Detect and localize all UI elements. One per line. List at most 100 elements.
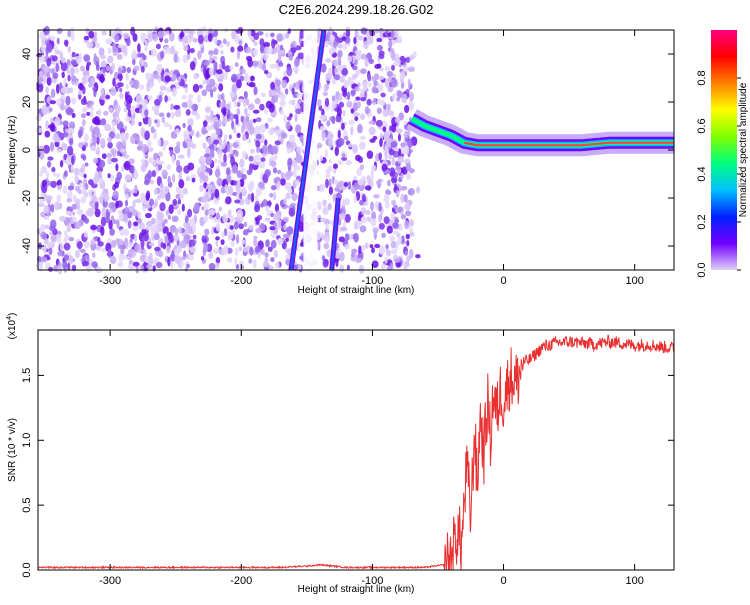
spectrogram-y-ticks: -40 -20 0 20 40 [21,48,674,254]
noise-speckle [127,241,133,248]
noise-speckle [272,191,277,201]
noise-speckle [216,69,223,75]
noise-speckle [403,131,409,139]
noise-speckle [325,171,331,179]
noise-speckle [376,45,383,51]
noise-speckle [107,173,111,179]
noise-speckle [168,204,174,215]
noise-speckle [405,260,410,266]
noise-speckle [83,35,90,41]
noise-speckle [80,196,87,204]
noise-speckle [359,164,364,171]
noise-speckle [100,137,106,147]
noise-speckle [43,144,50,154]
noise-speckle [357,82,361,88]
noise-speckle [80,65,85,72]
noise-speckle [372,97,377,103]
noise-speckle [222,38,227,45]
noise-speckle [108,131,116,140]
noise-speckle [285,31,290,39]
noise-speckle [214,188,220,199]
noise-speckle [274,94,279,102]
noise-speckle [292,264,299,272]
noise-speckle [280,109,284,116]
noise-speckle [350,108,355,114]
noise-speckle [187,124,192,132]
noise-speckle [68,237,75,242]
noise-speckle [277,61,284,67]
noise-speckle [189,246,197,254]
noise-speckle [133,170,138,180]
noise-speckle [129,80,135,85]
noise-speckle [215,168,221,178]
noise-speckle [280,177,286,186]
noise-speckle [382,109,390,117]
noise-speckle [42,165,47,174]
noise-speckle [213,158,218,164]
noise-speckle [94,171,100,179]
noise-speckle [63,77,67,86]
noise-speckle [405,233,410,240]
noise-speckle [160,182,164,189]
noise-speckle [88,189,93,198]
noise-speckle [292,168,297,178]
noise-speckle [174,228,179,236]
noise-speckle [273,213,280,222]
colorbar-label: Normalized spectral amplitude [738,82,749,217]
noise-speckle [82,154,87,161]
noise-speckle [405,210,412,217]
noise-speckle [338,101,345,108]
noise-speckle [287,187,293,194]
noise-speckle [173,53,178,63]
noise-speckle [75,203,81,210]
noise-speckle [255,227,262,234]
noise-speckle [101,63,107,68]
noise-speckle [59,103,65,111]
noise-speckle [116,219,120,229]
noise-speckle [239,158,245,168]
noise-speckle [81,113,86,119]
noise-speckle [358,257,362,263]
noise-speckle [382,126,387,133]
noise-speckle [160,242,164,248]
noise-speckle [108,219,113,230]
noise-speckle [353,112,361,117]
noise-speckle [110,240,117,248]
noise-speckle [317,98,322,107]
noise-speckle [319,114,326,121]
noise-speckle [265,32,269,38]
noise-speckle [268,265,274,270]
noise-speckle [97,237,101,243]
noise-speckle [39,197,44,205]
noise-speckle [400,193,405,203]
noise-speckle [63,242,71,251]
noise-speckle [241,173,247,181]
noise-speckle [152,265,156,272]
noise-speckle [404,250,408,256]
noise-speckle [189,48,195,54]
noise-speckle [376,63,382,69]
noise-speckle [83,231,89,238]
noise-speckle [124,206,129,214]
snr-series-line [37,334,675,571]
noise-speckle [108,55,114,64]
noise-speckle [201,195,208,204]
noise-speckle [276,85,281,94]
noise-speckle [270,32,275,38]
noise-speckle [325,72,332,82]
noise-speckle [165,139,169,145]
noise-speckle [297,52,305,60]
noise-speckle [103,110,109,116]
noise-speckle [156,211,164,221]
noise-speckle [63,170,68,178]
noise-speckle [110,215,115,222]
noise-speckle [236,179,241,189]
noise-speckle [256,215,263,221]
noise-speckle [404,104,410,114]
noise-speckle [253,32,260,41]
noise-speckle [344,213,351,223]
noise-speckle [177,198,181,205]
noise-speckle [373,74,379,80]
noise-speckle [390,262,394,267]
noise-speckle [220,50,224,55]
